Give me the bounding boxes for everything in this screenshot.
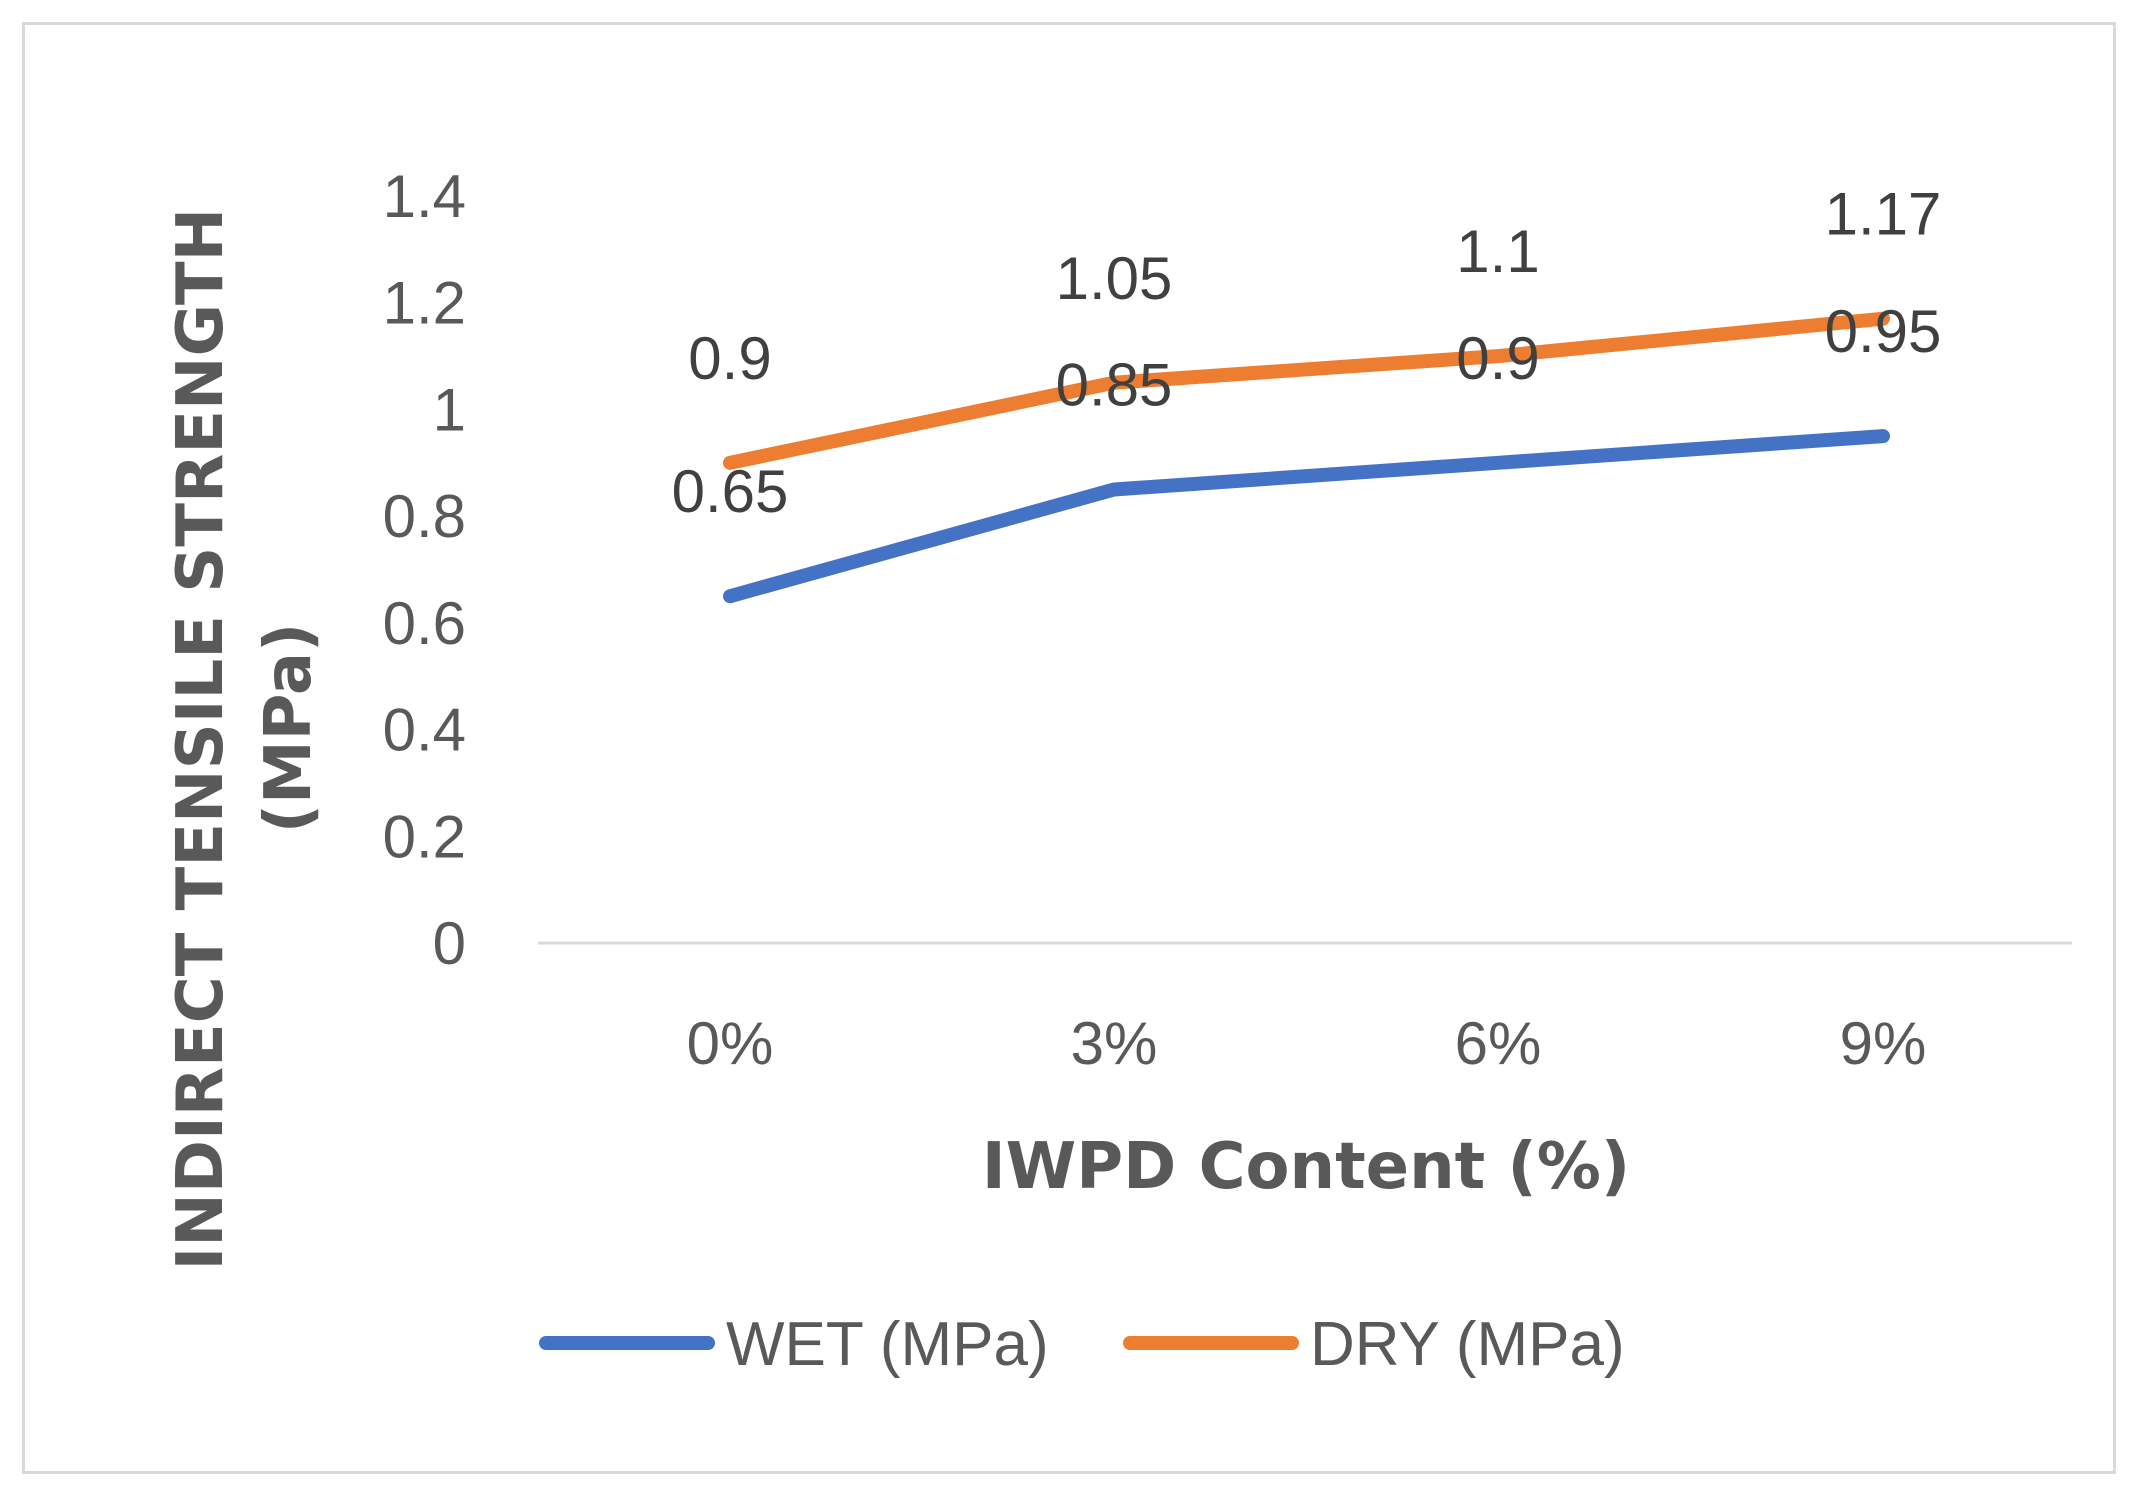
y-tick-label: 1.2 — [383, 270, 466, 337]
chart-frame — [22, 22, 2116, 1474]
dry-data-label: 1.05 — [1056, 245, 1173, 312]
y-tick-label: 0 — [433, 910, 466, 977]
legend-label-dry: DRY (MPa) — [1310, 1310, 1625, 1379]
dry-data-label: 1.17 — [1825, 181, 1942, 248]
y-tick-label: 0.2 — [383, 803, 466, 870]
x-tick-label: 0% — [687, 1010, 774, 1077]
data-labels: 0.65 0.85 0.9 0.95 0.9 1.05 1.1 1.17 — [672, 181, 1942, 525]
x-tick-label: 9% — [1840, 1010, 1927, 1077]
x-axis-title: IWPD Content (%) — [982, 1130, 1630, 1204]
series-lines — [723, 311, 1890, 604]
dry-data-label: 0.9 — [688, 325, 771, 392]
legend: WET (MPa) DRY (MPa) — [539, 1310, 1625, 1379]
x-tick-label: 6% — [1455, 1010, 1542, 1077]
y-axis-title-line-1: INDIRECT TENSILE STRENGTH — [164, 208, 238, 1271]
legend-label-wet: WET (MPa) — [726, 1310, 1049, 1379]
x-axis-ticks: 0% 3% 6% 9% — [687, 1010, 1927, 1077]
y-tick-label: 0.4 — [383, 697, 466, 764]
y-axis-title-line-2: (MPa) — [252, 623, 326, 834]
dry-data-label: 1.1 — [1456, 218, 1539, 285]
x-tick-label: 3% — [1071, 1010, 1158, 1077]
y-tick-label: 0.8 — [383, 483, 466, 550]
dry-series-line — [723, 311, 1890, 470]
wet-data-label: 0.95 — [1825, 298, 1942, 365]
y-axis-title: INDIRECT TENSILE STRENGTH (MPa) — [164, 185, 326, 1270]
wet-series-line — [723, 429, 1890, 604]
wet-data-label: 0.9 — [1456, 325, 1539, 392]
y-tick-label: 1 — [433, 376, 466, 443]
wet-data-label: 0.85 — [1056, 351, 1173, 418]
y-tick-label: 1.4 — [383, 163, 466, 230]
y-axis-ticks: 0 0.2 0.4 0.6 0.8 1 1.2 1.4 — [383, 163, 466, 977]
wet-data-label: 0.65 — [672, 458, 789, 525]
y-tick-label: 0.6 — [383, 590, 466, 657]
